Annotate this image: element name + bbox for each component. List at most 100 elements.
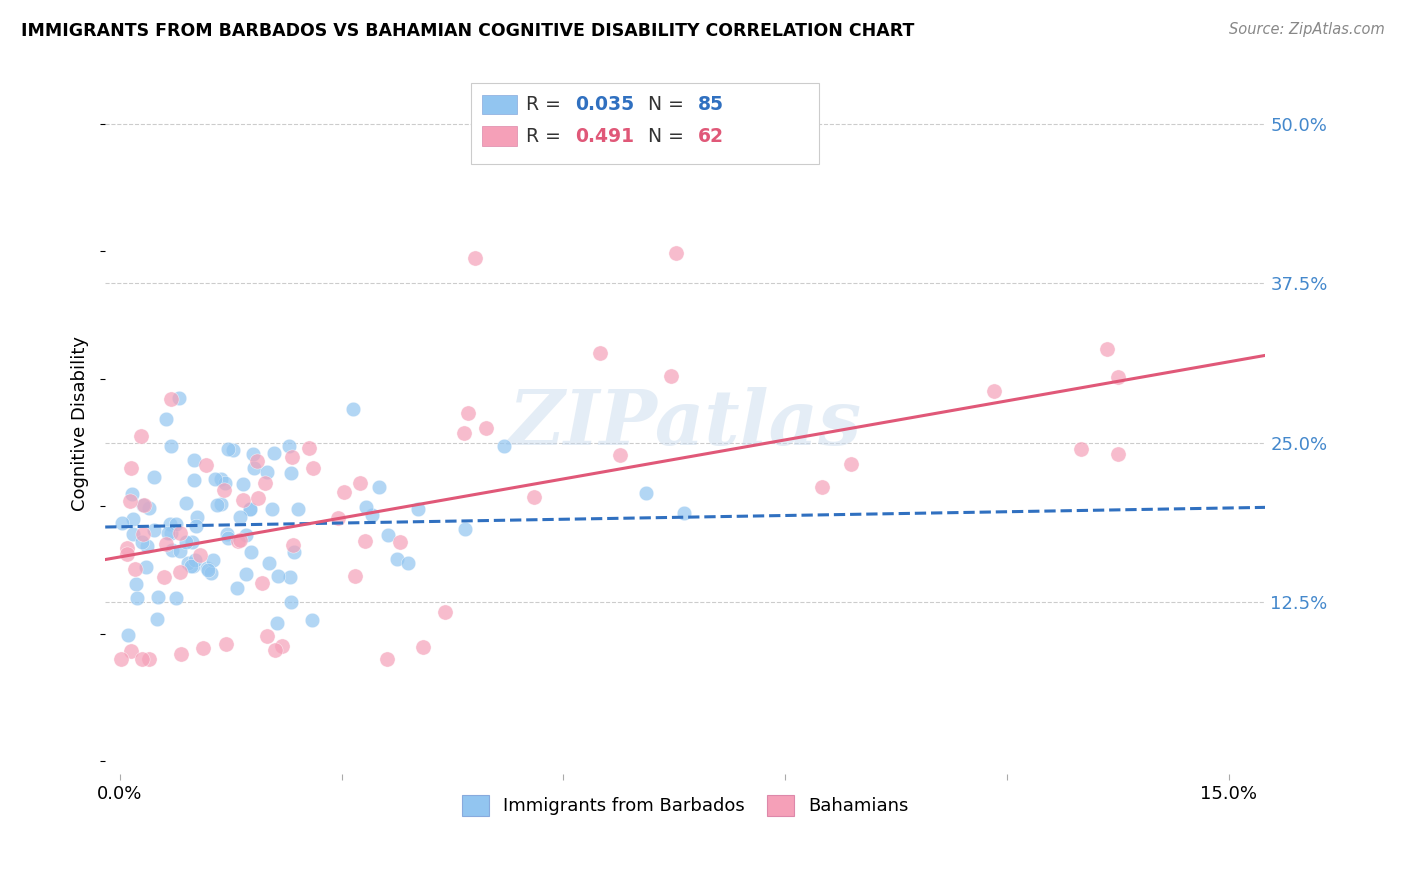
Point [235, 528, 257, 542]
Point [406, 501, 429, 516]
Point [247, 491, 270, 505]
Point [131, 652, 153, 666]
Point [278, 439, 301, 453]
Point [396, 556, 419, 570]
Point [360, 508, 382, 522]
Point [127, 591, 149, 606]
Point [302, 461, 325, 475]
Point [155, 536, 177, 550]
Point [232, 492, 254, 507]
Point [664, 245, 686, 260]
Text: 85: 85 [699, 95, 724, 114]
Point [266, 616, 288, 631]
Point [214, 483, 236, 497]
Point [1107, 370, 1129, 384]
Point [195, 561, 218, 575]
Point [117, 627, 139, 641]
Point [120, 461, 142, 475]
Point [148, 591, 170, 605]
Point [183, 452, 205, 467]
Point [256, 628, 278, 642]
Point [184, 552, 207, 566]
Point [464, 251, 486, 265]
Point [186, 510, 208, 524]
Point [165, 591, 187, 605]
Point [153, 569, 176, 583]
Point [349, 475, 371, 490]
Point [229, 510, 252, 524]
Point [111, 516, 134, 530]
Point [217, 531, 239, 545]
Point [174, 534, 197, 549]
FancyBboxPatch shape [471, 84, 818, 164]
Point [634, 486, 657, 500]
Point [135, 560, 157, 574]
Point [167, 391, 190, 405]
Point [169, 566, 191, 580]
Point [262, 502, 284, 516]
Point [235, 567, 257, 582]
Point [385, 551, 408, 566]
Point [193, 640, 215, 655]
Point [454, 522, 477, 536]
Point [222, 443, 245, 458]
Point [115, 541, 138, 555]
Point [232, 477, 254, 491]
Point [287, 502, 309, 516]
Point [283, 545, 305, 559]
Point [672, 506, 695, 520]
Text: ZIPatlas: ZIPatlas [509, 386, 862, 460]
Point [159, 526, 181, 541]
Legend: Immigrants from Barbados, Bahamians: Immigrants from Barbados, Bahamians [453, 786, 918, 825]
Point [412, 640, 434, 654]
Point [135, 540, 157, 554]
Point [263, 446, 285, 460]
Point [160, 392, 183, 407]
Point [367, 480, 389, 494]
Point [243, 461, 266, 475]
Point [242, 447, 264, 461]
Point [267, 569, 290, 583]
Point [226, 533, 249, 548]
Point [200, 566, 222, 580]
Point [207, 498, 229, 512]
Point [188, 549, 211, 563]
Point [333, 485, 356, 500]
Point [131, 534, 153, 549]
Point [201, 553, 224, 567]
Point [169, 525, 191, 540]
Point [159, 517, 181, 532]
Text: N =: N = [648, 95, 690, 114]
Y-axis label: Cognitive Disability: Cognitive Disability [72, 336, 89, 511]
Point [132, 498, 155, 512]
Point [160, 439, 183, 453]
Text: N =: N = [648, 127, 690, 145]
Point [124, 562, 146, 576]
Point [589, 346, 612, 360]
Point [281, 450, 304, 464]
Point [180, 534, 202, 549]
Point [110, 652, 132, 666]
Point [298, 441, 321, 455]
Point [375, 652, 398, 666]
Point [353, 534, 375, 549]
Point [280, 595, 302, 609]
Point [280, 570, 302, 584]
Point [209, 497, 232, 511]
Point [121, 487, 143, 501]
Point [256, 465, 278, 479]
Point [204, 472, 226, 486]
Point [120, 643, 142, 657]
Point [254, 475, 277, 490]
Text: 0.035: 0.035 [575, 95, 634, 114]
Point [217, 442, 239, 456]
Point [160, 543, 183, 558]
Point [271, 639, 294, 653]
Point [143, 470, 166, 484]
Point [659, 369, 682, 384]
Point [117, 547, 139, 561]
Point [129, 429, 152, 443]
Text: Source: ZipAtlas.com: Source: ZipAtlas.com [1229, 22, 1385, 37]
Text: 62: 62 [699, 127, 724, 145]
Point [1107, 447, 1129, 461]
